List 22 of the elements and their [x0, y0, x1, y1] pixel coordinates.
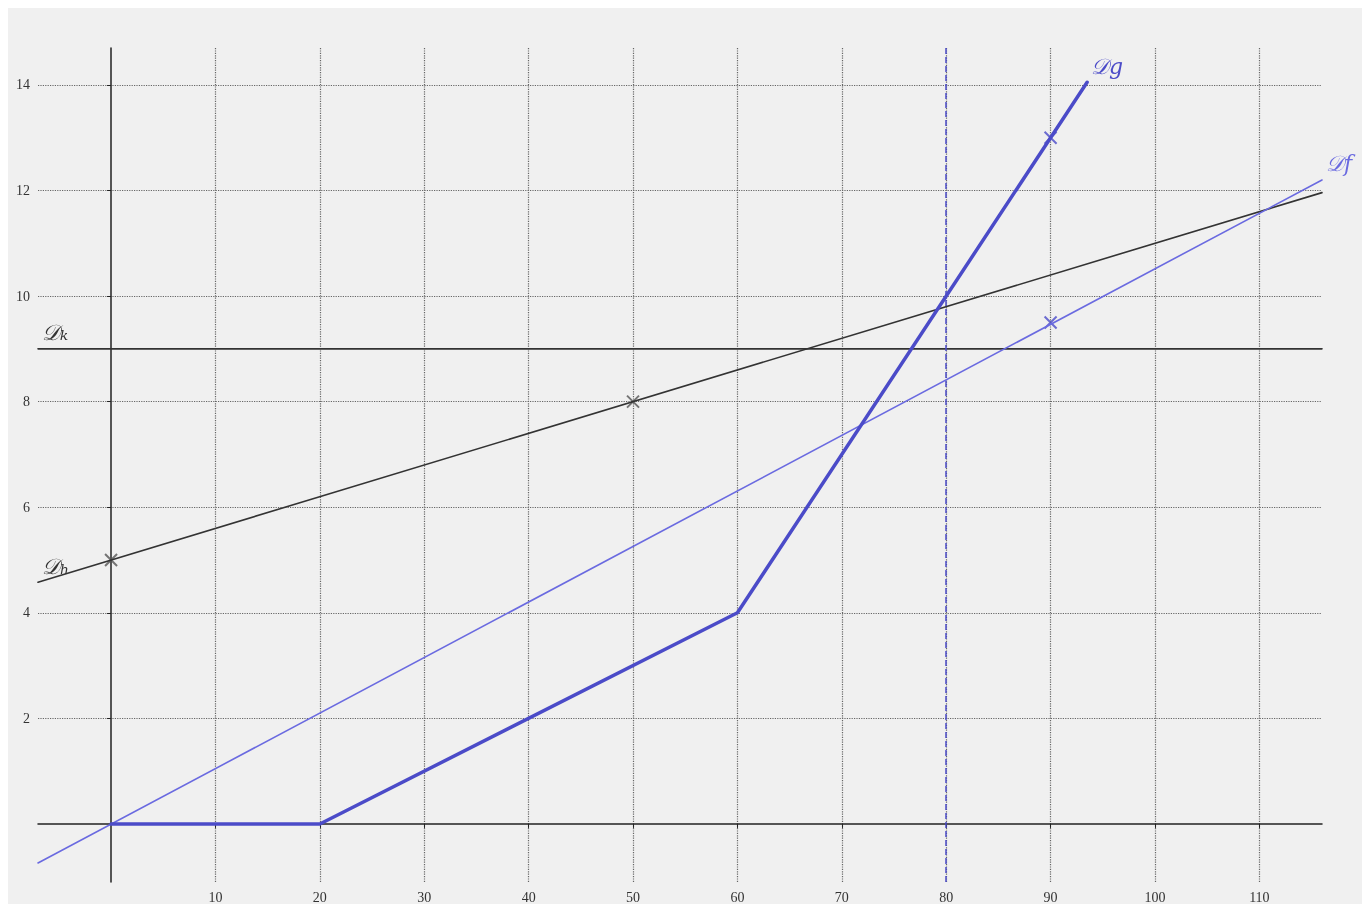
x-tick-label: 10	[208, 889, 223, 905]
x-tick-label: 110	[1249, 889, 1270, 905]
x-tick-label: 50	[626, 889, 641, 905]
x-tick-label: 60	[730, 889, 745, 905]
series-label: 𝒟f	[1326, 151, 1356, 177]
y-tick-label: 6	[23, 499, 30, 515]
x-tick-label: 90	[1043, 889, 1058, 905]
x-tick-label: 70	[834, 889, 849, 905]
series-label: 𝒟ₖ	[42, 320, 69, 346]
x-tick-label: 40	[521, 889, 536, 905]
series-label: 𝒟g	[1091, 53, 1124, 79]
x-tick-label: 100	[1144, 889, 1166, 905]
y-tick-label: 2	[23, 710, 30, 726]
y-tick-label: 14	[16, 77, 30, 93]
x-tick-label: 80	[939, 889, 954, 905]
y-tick-label: 12	[16, 183, 30, 199]
x-tick-label: 20	[312, 889, 327, 905]
y-tick-label: 4	[23, 605, 30, 621]
y-tick-label: 10	[16, 288, 30, 304]
series-label: 𝒟ₕ	[42, 553, 70, 579]
x-tick-label: 30	[417, 889, 432, 905]
y-tick-label: 8	[23, 394, 30, 410]
